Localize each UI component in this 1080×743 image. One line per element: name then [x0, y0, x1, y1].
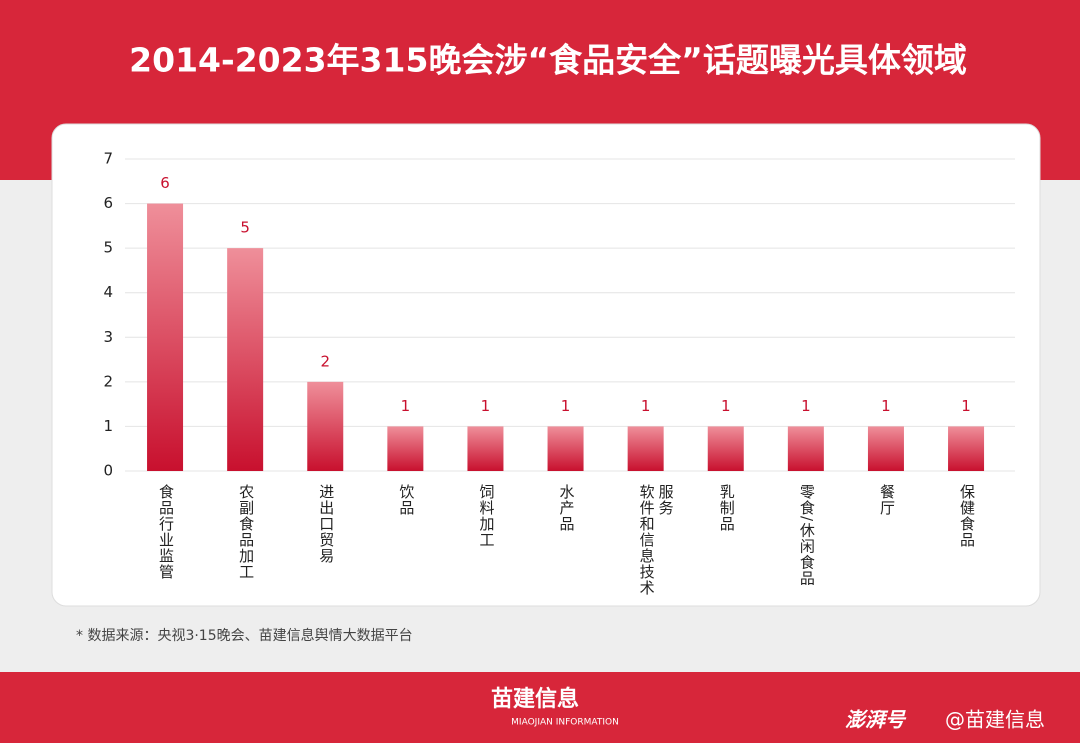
footer-brand-en: MIAOJIAN INFORMATION — [511, 718, 619, 728]
x-tick-label: 零食/休闲食品 — [797, 484, 816, 587]
value-label: 2 — [320, 352, 330, 370]
value-label: 5 — [240, 219, 250, 237]
x-tick-label: 乳制品 — [717, 484, 736, 532]
y-tick-label: 3 — [103, 328, 113, 346]
bar — [627, 426, 664, 471]
x-tick-label: 餐厅 — [877, 484, 896, 516]
x-tick-label: 软件和信息技术服务 — [637, 484, 675, 596]
y-tick-label: 0 — [103, 462, 113, 480]
bar — [787, 426, 824, 471]
x-tick-label: 农副食品加工 — [237, 484, 256, 580]
y-tick-label: 2 — [103, 372, 113, 390]
bar — [867, 426, 904, 471]
value-label: 1 — [401, 397, 411, 415]
bar — [948, 426, 985, 471]
x-tick-label: 保健食品 — [958, 484, 977, 548]
value-label: 1 — [481, 397, 491, 415]
platform: 澎湃号 — [845, 708, 907, 732]
value-label: 1 — [961, 397, 971, 415]
x-tick-label: 进出口贸易 — [317, 484, 336, 564]
value-label: 1 — [721, 397, 731, 415]
value-label: 1 — [561, 397, 571, 415]
bar — [467, 426, 504, 471]
x-tick-label: 饲料加工 — [477, 484, 496, 548]
source-note: * 数据来源：央视3·15晚会、苗建信息舆情大数据平台 — [76, 627, 413, 644]
y-tick-label: 7 — [103, 150, 113, 168]
y-tick-label: 4 — [103, 283, 113, 301]
bar — [707, 426, 744, 471]
chart-title: 2014-2023年315晚会涉“食品安全”话题曝光具体领域 — [129, 41, 967, 80]
footer-brand: 苗建信息 — [491, 686, 579, 712]
footer-band — [0, 672, 1080, 743]
x-tick-label: 食品行业监管 — [157, 484, 176, 580]
value-label: 1 — [641, 397, 651, 415]
account: @苗建信息 — [945, 708, 1045, 732]
bar — [307, 381, 344, 471]
panel — [51, 123, 1041, 607]
bar — [147, 203, 184, 472]
bar — [547, 426, 584, 471]
y-tick-label: 1 — [103, 417, 113, 435]
x-tick-label: 水产品 — [557, 484, 576, 532]
bar — [227, 248, 264, 471]
value-label: 1 — [881, 397, 891, 415]
x-tick-label: 饮品 — [397, 484, 416, 516]
value-label: 6 — [160, 174, 170, 192]
value-label: 1 — [801, 397, 811, 415]
bar — [387, 426, 424, 471]
y-tick-label: 5 — [103, 239, 113, 257]
y-tick-label: 6 — [103, 194, 113, 212]
